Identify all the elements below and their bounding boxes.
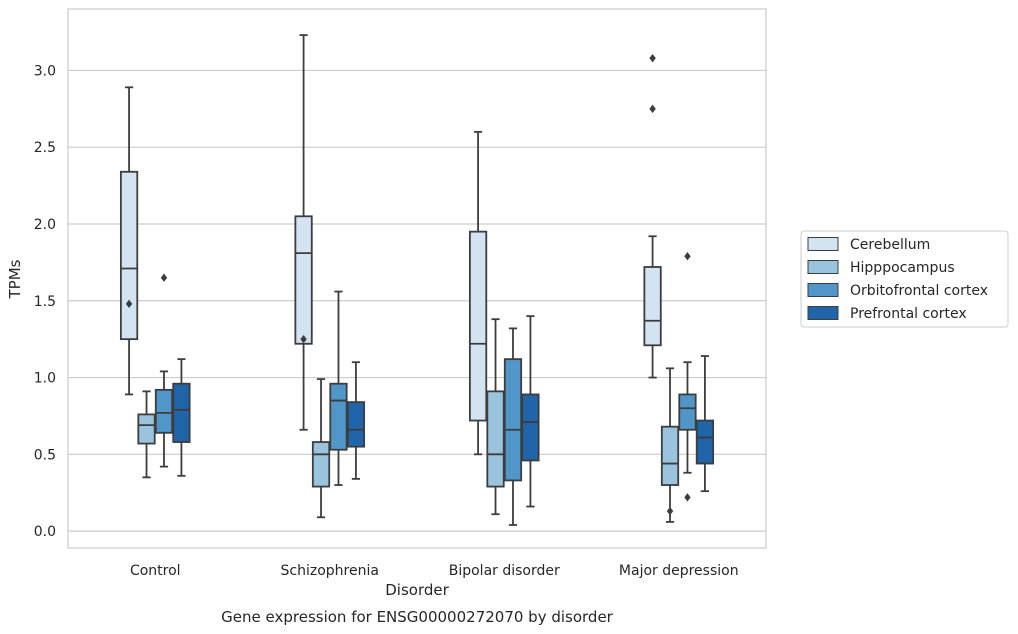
box-plots [119,34,715,526]
box-plot [294,34,313,431]
box-plot [660,367,680,523]
outlier-point [649,104,656,114]
box [119,170,139,341]
x-tick-label: Schizophrenia [281,563,379,579]
box [154,388,174,434]
x-tick-label: Bipolar disorder [449,563,560,579]
box [678,393,697,431]
box [172,382,191,443]
outlier-point [160,273,168,282]
x-tick-label: Control [130,563,181,579]
outlier-point [684,252,691,261]
box-plot [678,252,697,502]
box-plot [643,53,662,379]
box [643,266,662,347]
legend-label: Cerebellum [850,237,930,253]
box-plot [329,290,348,486]
legend: Cerebellum Hipppocampus Orbitofrontal cort… [800,230,1009,328]
x-tick-labels: Control Schizophrenia Bipolar disorder Majo… [130,563,739,579]
box-plot [172,358,191,477]
x-tick-label: Major depression [619,563,739,579]
box [329,382,348,451]
legend-swatch [807,237,839,251]
y-axis-label: TPMs [6,259,24,299]
y-tick-label: 0.0 [34,524,56,540]
legend-label: Hipppocampus [850,260,955,276]
box-plot [695,355,715,493]
box-plot [154,273,174,468]
y-tick-label: 1.0 [34,371,56,387]
box [311,441,331,488]
legend-label: Orbitofrontal cortex [850,283,988,299]
box [346,401,366,448]
legend-swatch [807,283,839,297]
box-plot [119,86,139,396]
outlier-point [125,299,133,309]
box [503,358,523,482]
box [137,413,156,445]
box [468,230,488,422]
y-tick-label: 1.5 [34,294,56,310]
legend-label: Prefrontal cortex [850,306,967,322]
box [294,215,313,345]
y-tick-label: 3.0 [34,63,56,79]
legend-swatch [807,306,839,320]
box-plot [503,327,523,526]
chart-caption: Gene expression for ENSG00000272070 by d… [221,608,614,626]
plot-area-frame [67,8,767,549]
y-tick-label: 2.5 [34,140,56,156]
legend-frame [800,230,1009,328]
box [486,390,505,488]
box [660,425,680,486]
box [695,419,715,465]
gridlines [68,69,766,532]
outlier-point [300,334,307,344]
outlier-point [649,53,656,63]
box-plot [468,130,488,456]
y-tick-label: 2.0 [34,217,56,233]
y-tick-label: 0.5 [34,447,56,463]
outlier-point [666,506,674,516]
box [521,393,540,462]
x-axis-label: Disorder [385,581,449,599]
legend-swatch [807,260,839,274]
box-plot [521,315,540,508]
box-plot [137,390,156,479]
box-plot [311,378,331,519]
y-tick-labels: 0.0 0.5 1.0 1.5 2.0 2.5 3.0 [34,63,56,540]
outlier-point [684,493,691,502]
box-plot [346,361,366,480]
box-plot [486,318,505,516]
